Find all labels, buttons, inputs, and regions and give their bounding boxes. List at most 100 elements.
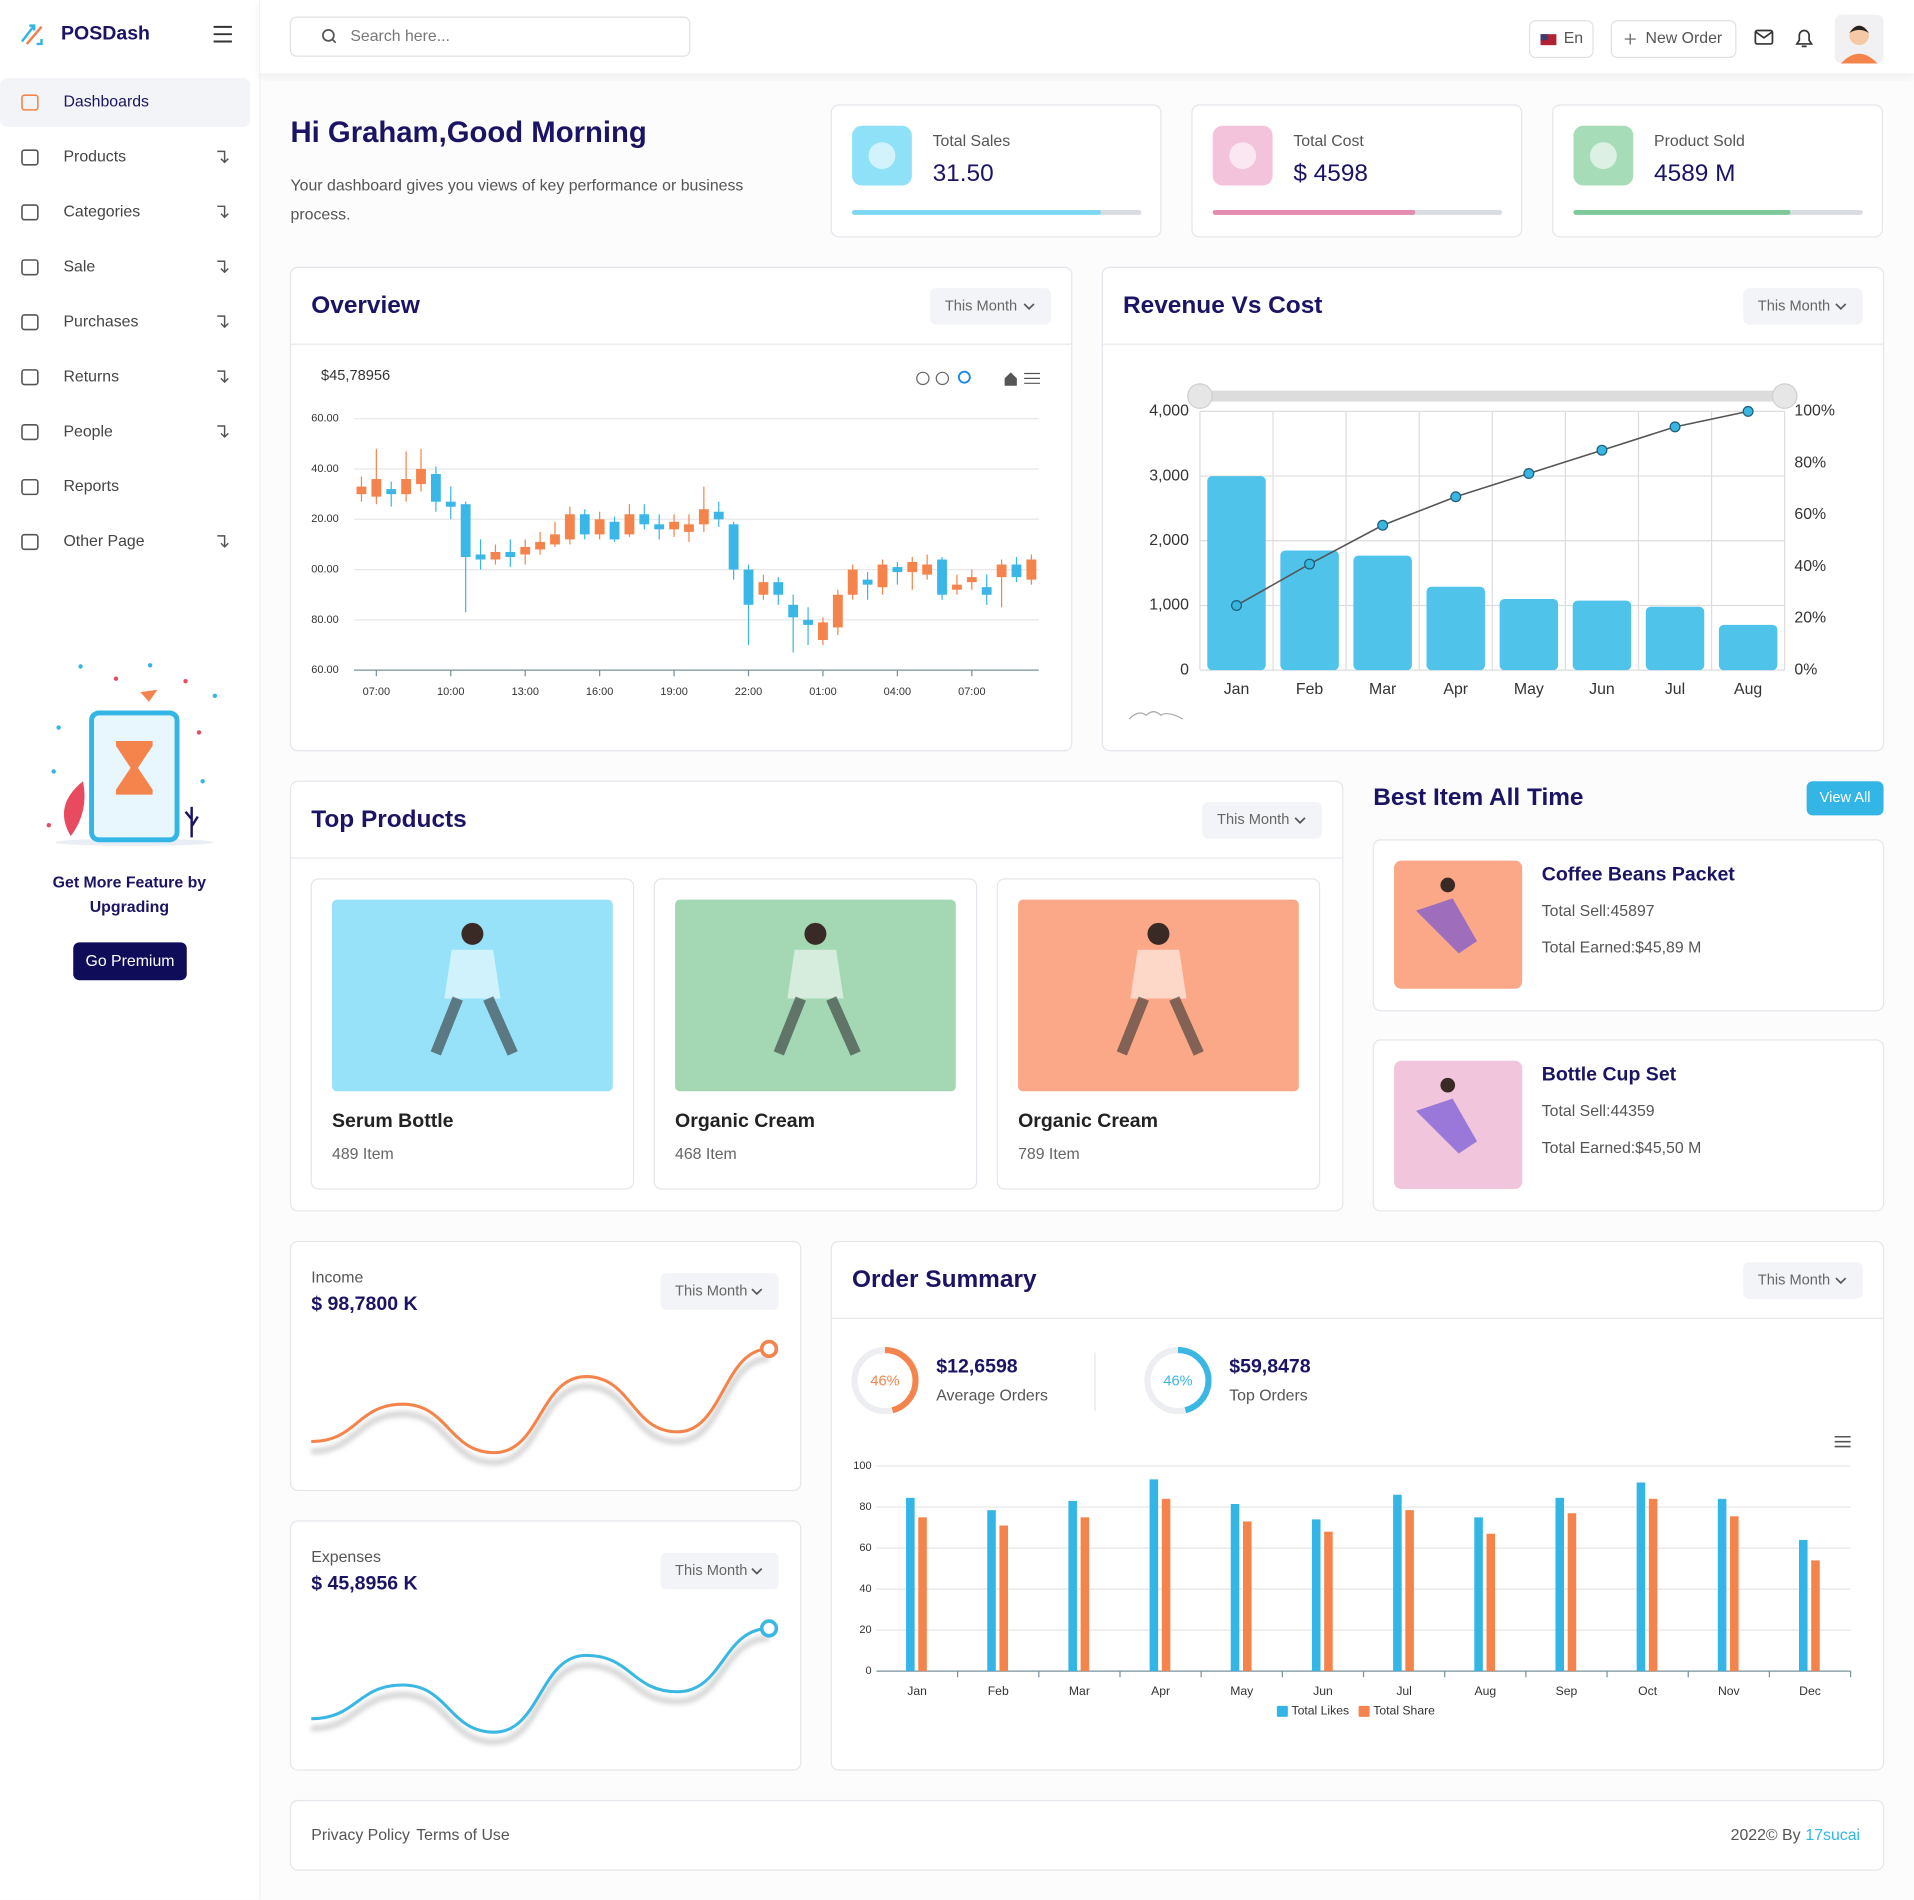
decor-dot [51,769,56,774]
flag [1540,34,1548,41]
brand: POSDash [61,22,150,44]
y-tick-label: 20.00 [311,513,338,525]
promo-button-label[interactable]: Go Premium [85,953,174,970]
menu-item[interactable]: Purchases [63,313,138,330]
figure-body [787,949,844,999]
candle-body [803,619,813,625]
filter-label[interactable]: This Month [675,1283,747,1299]
menu-item[interactable]: Categories [63,204,140,221]
new-order-button[interactable] [1610,20,1737,58]
menu-item[interactable]: Products [63,149,126,166]
stat-label: Total Cost [1293,133,1364,150]
decor-dot [200,779,205,784]
submenu-arrow [217,535,229,548]
toolbar-icon[interactable] [957,370,971,384]
x-tick-label: 07:00 [363,686,390,698]
menu-icon [21,369,39,386]
y2-tick-label: 40% [1794,558,1826,575]
candle-body [416,468,426,485]
menu-item[interactable]: Returns [63,368,119,385]
candle-body [684,524,694,532]
view-all-label[interactable]: View All [1820,790,1871,806]
menu-item[interactable]: Dashboards [63,94,149,111]
decor-plane [140,689,158,702]
footer-link[interactable]: Privacy Policy [311,1827,410,1844]
logo-accent [25,26,43,45]
language-label[interactable]: En [1564,30,1583,47]
filter-label[interactable]: This Month [1758,298,1830,314]
candle-body [505,551,516,558]
figure-legs [430,996,518,1056]
filter-button[interactable] [1202,801,1323,839]
search-icon [331,38,337,44]
filter-label[interactable]: This Month [1217,812,1289,828]
zoom-handle[interactable] [1771,383,1798,409]
x-tick-label: Mar [1069,1684,1090,1698]
best-item-name: Coffee Beans Packet [1542,863,1736,885]
search-box[interactable] [289,16,691,57]
y-tick-label: 4,000 [1149,403,1189,420]
filter-label[interactable]: This Month [1758,1272,1830,1288]
menu-item[interactable]: People [63,423,113,440]
candle-body [1026,559,1037,580]
submenu-arrow [217,205,229,219]
decor-dot [113,676,119,681]
bar [987,1510,996,1672]
y-tick-label: 00.00 [311,563,338,575]
bar [1799,1539,1808,1672]
decor-leaf [63,781,85,837]
filter-button[interactable] [660,1552,779,1590]
candle-body [579,514,590,535]
x-tick-label: May [1514,681,1544,698]
language-button[interactable] [1528,20,1594,58]
x-tick-label: 22:00 [735,686,762,698]
bar [1393,1494,1402,1672]
y2-tick-label: 0% [1794,661,1817,678]
filter-button[interactable] [1743,1262,1863,1299]
footer-link[interactable]: Terms of Use [416,1827,510,1844]
decor-hourglass [115,740,153,795]
copyright: 2022© By [1731,1827,1801,1844]
filter-label[interactable]: This Month [675,1563,747,1579]
product-count: 468 Item [675,1146,737,1163]
author-link[interactable]: 17sucai [1805,1827,1860,1844]
filter-label[interactable]: This Month [945,298,1017,314]
zoom-handle[interactable] [1187,383,1213,409]
y-tick-label: 80 [859,1501,871,1513]
filter-button[interactable] [930,288,1052,325]
mail-icon[interactable] [1754,29,1774,45]
toolbar-icon[interactable] [916,371,930,386]
line-point [1669,421,1681,433]
x-tick-label: Jul [1396,1684,1412,1698]
bar [1811,1560,1820,1672]
figure-head [804,922,827,945]
legend-swatch [1276,1705,1288,1717]
x-tick-label: 13:00 [511,686,538,698]
menu-item[interactable]: Sale [63,259,95,276]
filter-button[interactable] [1743,288,1863,325]
figure-head [1440,877,1456,893]
filter-button[interactable] [660,1273,779,1310]
decor-dot [46,822,52,828]
toolbar-icon[interactable] [935,371,950,386]
bell-icon[interactable] [1795,29,1814,48]
new-order-label[interactable]: New Order [1646,30,1723,47]
candle-body [773,582,784,595]
menu-item[interactable]: Reports [63,478,119,495]
bar [1311,1519,1321,1672]
menu-item[interactable]: Other Page [63,533,144,550]
view-all-button[interactable] [1806,781,1884,816]
zoom-slider[interactable] [1199,390,1785,402]
toolbar-icon[interactable] [1004,372,1017,386]
search-placeholder[interactable]: Search here... [350,28,450,45]
mini-chart [1128,711,1184,720]
candle-body [490,551,501,560]
product-name: Organic Cream [675,1110,815,1132]
y-tick-label: 40.00 [311,463,338,475]
x-tick-label: 04:00 [884,686,911,698]
promo-button[interactable] [73,942,187,981]
bar [906,1497,915,1672]
ring-progress [851,1347,919,1415]
candle-body [818,622,828,640]
x-tick-label: 19:00 [660,686,687,698]
